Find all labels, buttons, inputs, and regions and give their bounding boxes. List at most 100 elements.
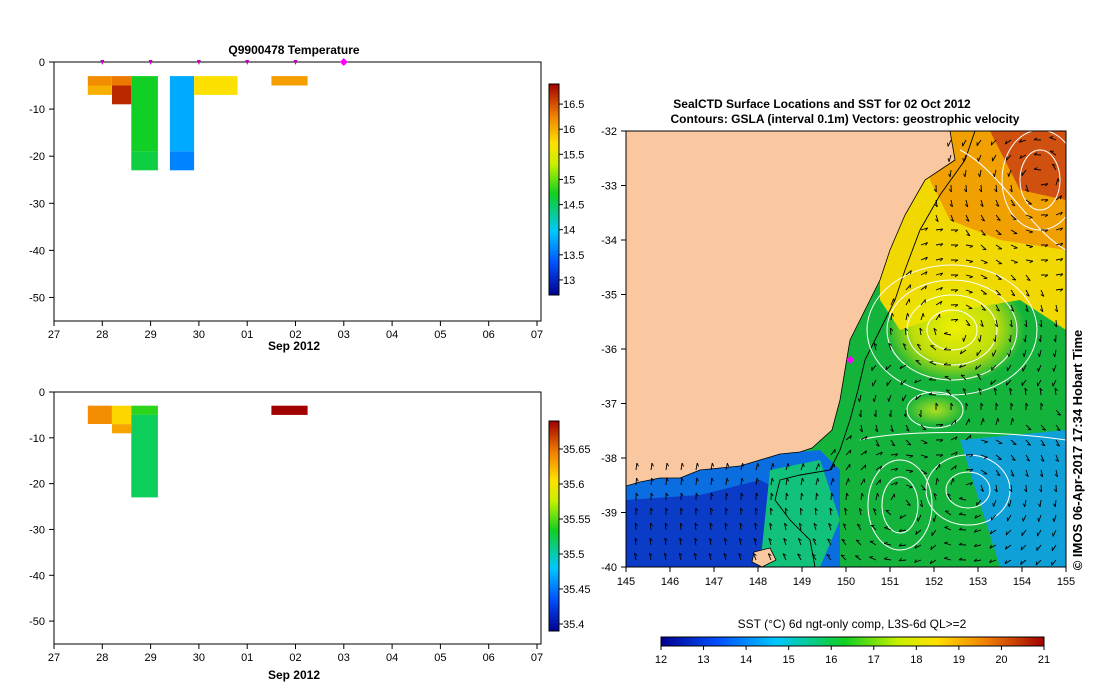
velocity-vector-head — [1060, 243, 1064, 247]
velocity-vector-head — [900, 381, 903, 385]
velocity-vector — [914, 379, 922, 384]
velocity-vector — [920, 454, 928, 458]
warmest-water-north — [990, 131, 1066, 200]
map-lon-label: 147 — [705, 576, 723, 588]
velocity-vector — [920, 499, 924, 507]
velocity-vector-head — [995, 204, 1000, 207]
velocity-vector-head — [954, 259, 959, 263]
velocity-vector-head — [944, 556, 948, 559]
velocity-vector — [855, 539, 862, 546]
velocity-vector — [860, 436, 868, 441]
shelf-water — [760, 460, 840, 567]
velocity-vector — [1009, 334, 1012, 343]
velocity-vector — [990, 514, 997, 521]
velocity-vector-head — [969, 434, 972, 439]
velocity-vector — [1040, 424, 1047, 431]
velocity-vector-head — [888, 413, 892, 418]
velocity-vector — [974, 529, 982, 533]
velocity-vector-head — [1054, 387, 1058, 392]
velocity-vector-head — [813, 522, 818, 526]
velocity-vector — [995, 244, 1003, 250]
velocity-vector-head — [939, 228, 944, 232]
velocity-vector — [1039, 388, 1042, 396]
velocity-vector — [664, 538, 667, 546]
velocity-vector-head — [865, 436, 868, 440]
sst-colorbar-label-value: 20 — [995, 654, 1007, 666]
velocity-vector — [875, 439, 880, 447]
velocity-vector — [935, 424, 944, 426]
velocity-vector-head — [1038, 503, 1041, 508]
velocity-vector-head — [770, 507, 774, 512]
velocity-vector — [890, 313, 893, 321]
velocity-vector-head — [980, 324, 984, 327]
velocity-vector-head — [880, 451, 883, 456]
velocity-vector — [1010, 484, 1013, 493]
velocity-vector — [1025, 319, 1028, 327]
velocity-vector-head — [1044, 214, 1049, 218]
velocity-vector-head — [1022, 503, 1026, 508]
velocity-vector — [958, 513, 967, 516]
salinity-colorbar — [548, 420, 560, 632]
velocity-vector — [935, 300, 943, 306]
velocity-vector-head — [1025, 309, 1029, 312]
velocity-vector-head — [756, 477, 759, 482]
velocity-vector — [920, 256, 928, 261]
temperature-cell-7 — [169, 151, 195, 171]
velocity-vector — [845, 478, 849, 486]
temperature-ytick-label: -10 — [29, 104, 45, 116]
temperature-cell-9 — [271, 76, 308, 86]
velocity-vector — [965, 434, 972, 441]
velocity-vector-head — [968, 418, 970, 423]
velocity-vector — [844, 508, 847, 516]
velocity-vector — [905, 313, 908, 321]
velocity-vector-head — [711, 462, 715, 467]
velocity-vector — [960, 374, 967, 381]
velocity-vector — [797, 553, 802, 561]
velocity-vector-head — [959, 364, 962, 368]
velocity-vector — [1007, 364, 1012, 372]
velocity-vector — [798, 523, 802, 531]
velocity-vector-head — [902, 343, 907, 346]
velocity-vector-head — [708, 552, 713, 556]
velocity-vector-head — [903, 413, 907, 418]
velocity-vector-head — [1040, 402, 1044, 407]
map-lon-label: 148 — [749, 576, 767, 588]
velocity-vector — [1040, 289, 1045, 297]
velocity-vector — [976, 373, 982, 381]
velocity-vector-head — [814, 507, 818, 512]
velocity-vector-head — [980, 204, 984, 207]
velocity-vector-head — [928, 392, 933, 395]
velocity-vector-head — [1029, 231, 1033, 234]
velocity-vector — [980, 184, 983, 193]
velocity-vector-head — [724, 522, 728, 527]
velocity-vector-head — [812, 538, 817, 541]
salinity-plot-frame — [53, 391, 542, 645]
velocity-vector-head — [650, 507, 654, 512]
velocity-vector-head — [666, 477, 669, 482]
velocity-vector — [935, 478, 938, 486]
velocity-vector-head — [772, 463, 775, 467]
velocity-vector — [976, 139, 982, 147]
velocity-vector-head — [961, 374, 965, 377]
velocity-vector — [899, 364, 907, 370]
velocity-vector — [1037, 364, 1042, 372]
velocity-vector — [829, 508, 832, 516]
velocity-vector — [872, 508, 877, 516]
velocity-vector — [665, 477, 668, 486]
velocity-vector-head — [930, 546, 933, 550]
salinity-xtick-label: 28 — [96, 652, 108, 664]
velocity-vector-head — [740, 507, 744, 512]
velocity-vector-head — [981, 219, 985, 222]
velocity-vector-head — [922, 488, 926, 491]
velocity-vector — [1010, 184, 1013, 192]
velocity-vector — [965, 259, 973, 262]
velocity-vector-head — [924, 456, 928, 459]
velocity-vector-head — [1053, 338, 1057, 343]
velocity-vector-head — [959, 350, 963, 355]
velocity-vector-head — [958, 496, 963, 500]
velocity-vector — [1051, 559, 1057, 566]
velocity-vector — [1055, 454, 1060, 462]
salinity-xlabel: Sep 2012 — [268, 668, 320, 682]
velocity-vector — [784, 523, 787, 531]
velocity-vector-head — [873, 413, 877, 418]
